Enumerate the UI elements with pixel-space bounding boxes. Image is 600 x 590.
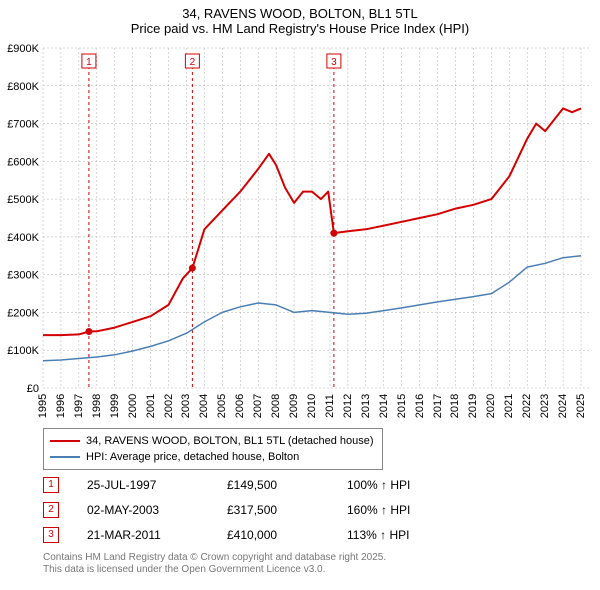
x-tick-label: 2009 — [288, 391, 300, 421]
sale-pct: 100% ↑ HPI — [347, 478, 467, 492]
svg-text:£300K: £300K — [7, 270, 39, 282]
svg-text:£500K: £500K — [7, 194, 39, 206]
sale-pct: 160% ↑ HPI — [347, 503, 467, 517]
x-tick-label: 2019 — [467, 391, 479, 421]
sale-marker-num: 3 — [48, 529, 54, 540]
legend-item-price: 34, RAVENS WOOD, BOLTON, BL1 5TL (detach… — [50, 433, 374, 449]
sale-price: £410,000 — [227, 528, 347, 542]
legend-label: HPI: Average price, detached house, Bolt… — [86, 449, 299, 465]
sale-marker-box: 2 — [43, 502, 59, 518]
sale-price: £317,500 — [227, 503, 347, 517]
svg-text:£600K: £600K — [7, 156, 39, 168]
sale-row: 2 02-MAY-2003 £317,500 160% ↑ HPI — [43, 497, 467, 522]
x-tick-label: 2007 — [252, 391, 264, 421]
x-tick-label: 1999 — [109, 391, 121, 421]
sale-date: 25-JUL-1997 — [87, 478, 227, 492]
x-tick-label: 2010 — [306, 391, 318, 421]
x-tick-label: 2023 — [539, 391, 551, 421]
sale-marker-num: 1 — [48, 479, 54, 490]
legend-label: 34, RAVENS WOOD, BOLTON, BL1 5TL (detach… — [86, 433, 374, 449]
legend-swatch — [50, 456, 80, 458]
footnote-line2: This data is licensed under the Open Gov… — [43, 564, 386, 576]
x-axis-labels: 1995199619971998199920002001200220032004… — [43, 388, 590, 428]
svg-text:£100K: £100K — [7, 345, 39, 357]
chart-container: 34, RAVENS WOOD, BOLTON, BL1 5TL Price p… — [0, 0, 600, 590]
x-tick-label: 2001 — [145, 391, 157, 421]
legend-swatch — [50, 440, 80, 442]
svg-text:1: 1 — [86, 57, 92, 68]
x-tick-label: 2003 — [180, 391, 192, 421]
x-tick-label: 2024 — [557, 391, 569, 421]
x-tick-label: 2005 — [216, 391, 228, 421]
svg-text:£800K: £800K — [7, 81, 39, 93]
x-tick-label: 2020 — [485, 391, 497, 421]
x-tick-label: 2018 — [449, 391, 461, 421]
x-tick-label: 2021 — [503, 391, 515, 421]
svg-text:£700K: £700K — [7, 119, 39, 131]
x-tick-label: 2006 — [234, 391, 246, 421]
title-block: 34, RAVENS WOOD, BOLTON, BL1 5TL Price p… — [0, 0, 600, 40]
chart-svg: £0£100K£200K£300K£400K£500K£600K£700K£80… — [43, 48, 590, 388]
svg-text:£900K: £900K — [7, 43, 39, 55]
sale-marker-box: 1 — [43, 477, 59, 493]
svg-text:3: 3 — [331, 57, 337, 68]
svg-text:£400K: £400K — [7, 232, 39, 244]
x-tick-label: 2000 — [127, 391, 139, 421]
svg-text:£200K: £200K — [7, 307, 39, 319]
x-tick-label: 2011 — [324, 391, 336, 421]
sales-table: 1 25-JUL-1997 £149,500 100% ↑ HPI 2 02-M… — [43, 472, 467, 547]
x-tick-label: 2017 — [432, 391, 444, 421]
x-tick-label: 1997 — [73, 391, 85, 421]
title-address: 34, RAVENS WOOD, BOLTON, BL1 5TL — [0, 6, 600, 21]
title-subtitle: Price paid vs. HM Land Registry's House … — [0, 21, 600, 36]
x-tick-label: 1998 — [91, 391, 103, 421]
svg-text:2: 2 — [190, 57, 196, 68]
footnote: Contains HM Land Registry data © Crown c… — [43, 552, 386, 576]
sale-marker-box: 3 — [43, 527, 59, 543]
legend-item-hpi: HPI: Average price, detached house, Bolt… — [50, 449, 374, 465]
x-tick-label: 1996 — [55, 391, 67, 421]
x-tick-label: 2016 — [414, 391, 426, 421]
x-tick-label: 2002 — [163, 391, 175, 421]
sale-price: £149,500 — [227, 478, 347, 492]
x-tick-label: 2012 — [342, 391, 354, 421]
x-tick-label: 2022 — [521, 391, 533, 421]
x-tick-label: 2004 — [198, 391, 210, 421]
sale-marker-num: 2 — [48, 504, 54, 515]
x-tick-label: 2025 — [575, 391, 587, 421]
sale-date: 21-MAR-2011 — [87, 528, 227, 542]
chart-area: £0£100K£200K£300K£400K£500K£600K£700K£80… — [43, 48, 590, 388]
legend: 34, RAVENS WOOD, BOLTON, BL1 5TL (detach… — [43, 428, 383, 470]
x-tick-label: 2008 — [270, 391, 282, 421]
x-tick-label: 2014 — [378, 391, 390, 421]
sale-row: 1 25-JUL-1997 £149,500 100% ↑ HPI — [43, 472, 467, 497]
x-tick-label: 1995 — [37, 391, 49, 421]
x-tick-label: 2013 — [360, 391, 372, 421]
sale-date: 02-MAY-2003 — [87, 503, 227, 517]
sale-pct: 113% ↑ HPI — [347, 528, 467, 542]
sale-row: 3 21-MAR-2011 £410,000 113% ↑ HPI — [43, 522, 467, 547]
footnote-line1: Contains HM Land Registry data © Crown c… — [43, 552, 386, 564]
x-tick-label: 2015 — [396, 391, 408, 421]
